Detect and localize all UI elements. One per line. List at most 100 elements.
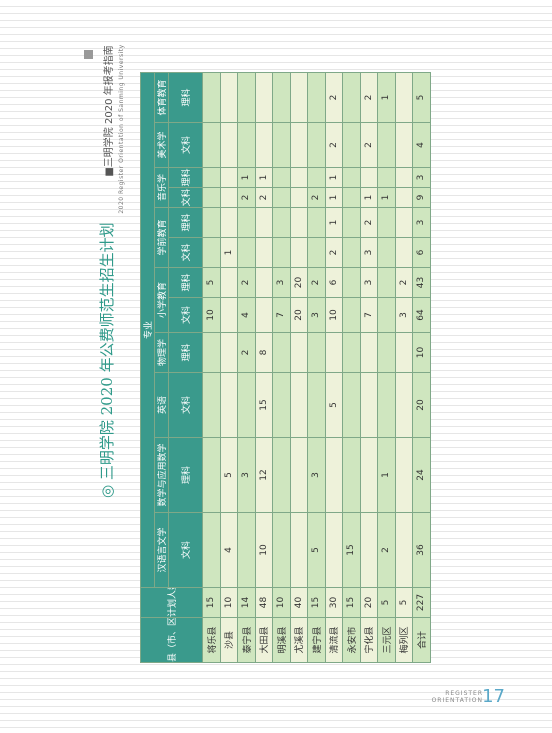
table-cell: 5 bbox=[325, 372, 343, 438]
table-cell bbox=[220, 167, 238, 188]
table-cell: 48 bbox=[255, 587, 273, 618]
table-row: 清流县 30 5 10 6 2 1 1 1 2 2 bbox=[325, 72, 343, 663]
table-cell: 3 bbox=[237, 437, 255, 513]
table-cell: 8 bbox=[255, 332, 273, 373]
table-cell bbox=[290, 122, 308, 168]
title: ◎ 三明学院 2020 年公费师范生招生计划 bbox=[98, 222, 116, 498]
table-cell: 3 bbox=[395, 297, 413, 333]
table-cell bbox=[342, 72, 360, 123]
table-cell bbox=[325, 437, 343, 513]
table-cell: 7 bbox=[272, 297, 290, 333]
table-cell: 大田县 bbox=[255, 617, 273, 663]
table-cell: 10 bbox=[255, 512, 273, 588]
header-cell: 理科 bbox=[168, 332, 203, 373]
table-cell bbox=[255, 72, 273, 123]
table-row: 宁化县 20 7 3 3 2 1 2 2 bbox=[360, 72, 378, 663]
table-cell bbox=[290, 167, 308, 188]
table-cell bbox=[290, 332, 308, 373]
table-cell bbox=[220, 187, 238, 208]
table-cell bbox=[272, 237, 290, 268]
table-cell bbox=[290, 72, 308, 123]
table-cell: 永安市 bbox=[342, 617, 360, 663]
table-cell bbox=[237, 372, 255, 438]
table-row: 梅列区 5 3 2 bbox=[395, 72, 413, 663]
table-cell bbox=[360, 332, 378, 373]
table-cell: 5 bbox=[220, 437, 238, 513]
table-cell bbox=[202, 437, 220, 513]
table: 县（市、区） 计划人数 专业 汉语言文学 数学与应用数学 英语 物理学 小学教育 学前教育 音乐学… bbox=[140, 72, 431, 663]
header-cell: 理科 bbox=[168, 167, 203, 188]
table-cell bbox=[307, 72, 325, 123]
footer-text: REGISTER ORIENTATION bbox=[431, 690, 483, 704]
table-cell bbox=[395, 207, 413, 238]
table-row: 大田县 48 10 12 15 8 2 1 bbox=[255, 72, 273, 663]
table-cell: 64 bbox=[412, 297, 430, 333]
table-cell bbox=[255, 237, 273, 268]
table-cell bbox=[255, 267, 273, 298]
table-cell: 合计 bbox=[412, 617, 430, 663]
table-cell: 1 bbox=[377, 187, 395, 208]
table-cell: 4 bbox=[220, 512, 238, 588]
header-cell: 英语 bbox=[154, 372, 169, 438]
table-cell: 15 bbox=[342, 512, 360, 588]
table-cell bbox=[395, 332, 413, 373]
header-cell: 文科 bbox=[168, 297, 203, 333]
table-cell bbox=[307, 207, 325, 238]
table-cell: 5 bbox=[307, 512, 325, 588]
table-row: 三元区 5 2 1 1 1 bbox=[377, 72, 395, 663]
table-cell bbox=[272, 122, 290, 168]
table-cell: 5 bbox=[395, 587, 413, 618]
table-cell: 2 bbox=[237, 267, 255, 298]
table-cell: 15 bbox=[255, 372, 273, 438]
table-cell: 9 bbox=[412, 187, 430, 208]
table-cell: 2 bbox=[377, 512, 395, 588]
table-row: 泰宁县 14 3 2 4 2 2 1 bbox=[237, 72, 255, 663]
table-cell bbox=[202, 187, 220, 208]
table-cell: 10 bbox=[412, 332, 430, 373]
header-cell: 汉语言文学 bbox=[154, 512, 169, 588]
table-cell bbox=[342, 207, 360, 238]
table-cell bbox=[202, 207, 220, 238]
table-cell: 泰宁县 bbox=[237, 617, 255, 663]
table-cell: 1 bbox=[325, 187, 343, 208]
header-cell: 理科 bbox=[168, 72, 203, 123]
table-cell bbox=[360, 167, 378, 188]
table-cell: 5 bbox=[377, 587, 395, 618]
table-cell: 3 bbox=[307, 297, 325, 333]
table-cell bbox=[342, 167, 360, 188]
table-cell: 15 bbox=[342, 587, 360, 618]
header-cell: 文科 bbox=[168, 512, 203, 588]
table-cell: 2 bbox=[307, 267, 325, 298]
table-cell bbox=[237, 237, 255, 268]
table-cell bbox=[290, 187, 308, 208]
header-cell: 文科 bbox=[168, 187, 203, 208]
table-cell bbox=[307, 167, 325, 188]
table-cell: 6 bbox=[325, 267, 343, 298]
header-cell: 理科 bbox=[168, 267, 203, 298]
table-cell: 2 bbox=[237, 332, 255, 373]
table-row: 明溪县 10 7 3 bbox=[272, 72, 290, 663]
table-cell bbox=[290, 237, 308, 268]
table-cell: 1 bbox=[325, 207, 343, 238]
table-cell: 1 bbox=[377, 72, 395, 123]
table-cell bbox=[342, 122, 360, 168]
table-cell: 43 bbox=[412, 267, 430, 298]
table-cell bbox=[395, 372, 413, 438]
table-row: 合计 227 36 24 20 10 64 43 6 3 9 3 4 5 bbox=[412, 72, 430, 663]
table-cell bbox=[377, 167, 395, 188]
table-cell: 20 bbox=[290, 267, 308, 298]
table-cell bbox=[342, 437, 360, 513]
table-cell: 2 bbox=[395, 267, 413, 298]
table-cell bbox=[290, 207, 308, 238]
table-cell bbox=[307, 237, 325, 268]
table-cell bbox=[255, 122, 273, 168]
table-cell bbox=[342, 237, 360, 268]
table-cell bbox=[255, 207, 273, 238]
header-cell: 计划人数 bbox=[140, 587, 203, 618]
table-cell: 2 bbox=[360, 72, 378, 123]
table-cell bbox=[272, 167, 290, 188]
table-cell bbox=[237, 72, 255, 123]
table-cell bbox=[202, 72, 220, 123]
table-cell bbox=[342, 297, 360, 333]
